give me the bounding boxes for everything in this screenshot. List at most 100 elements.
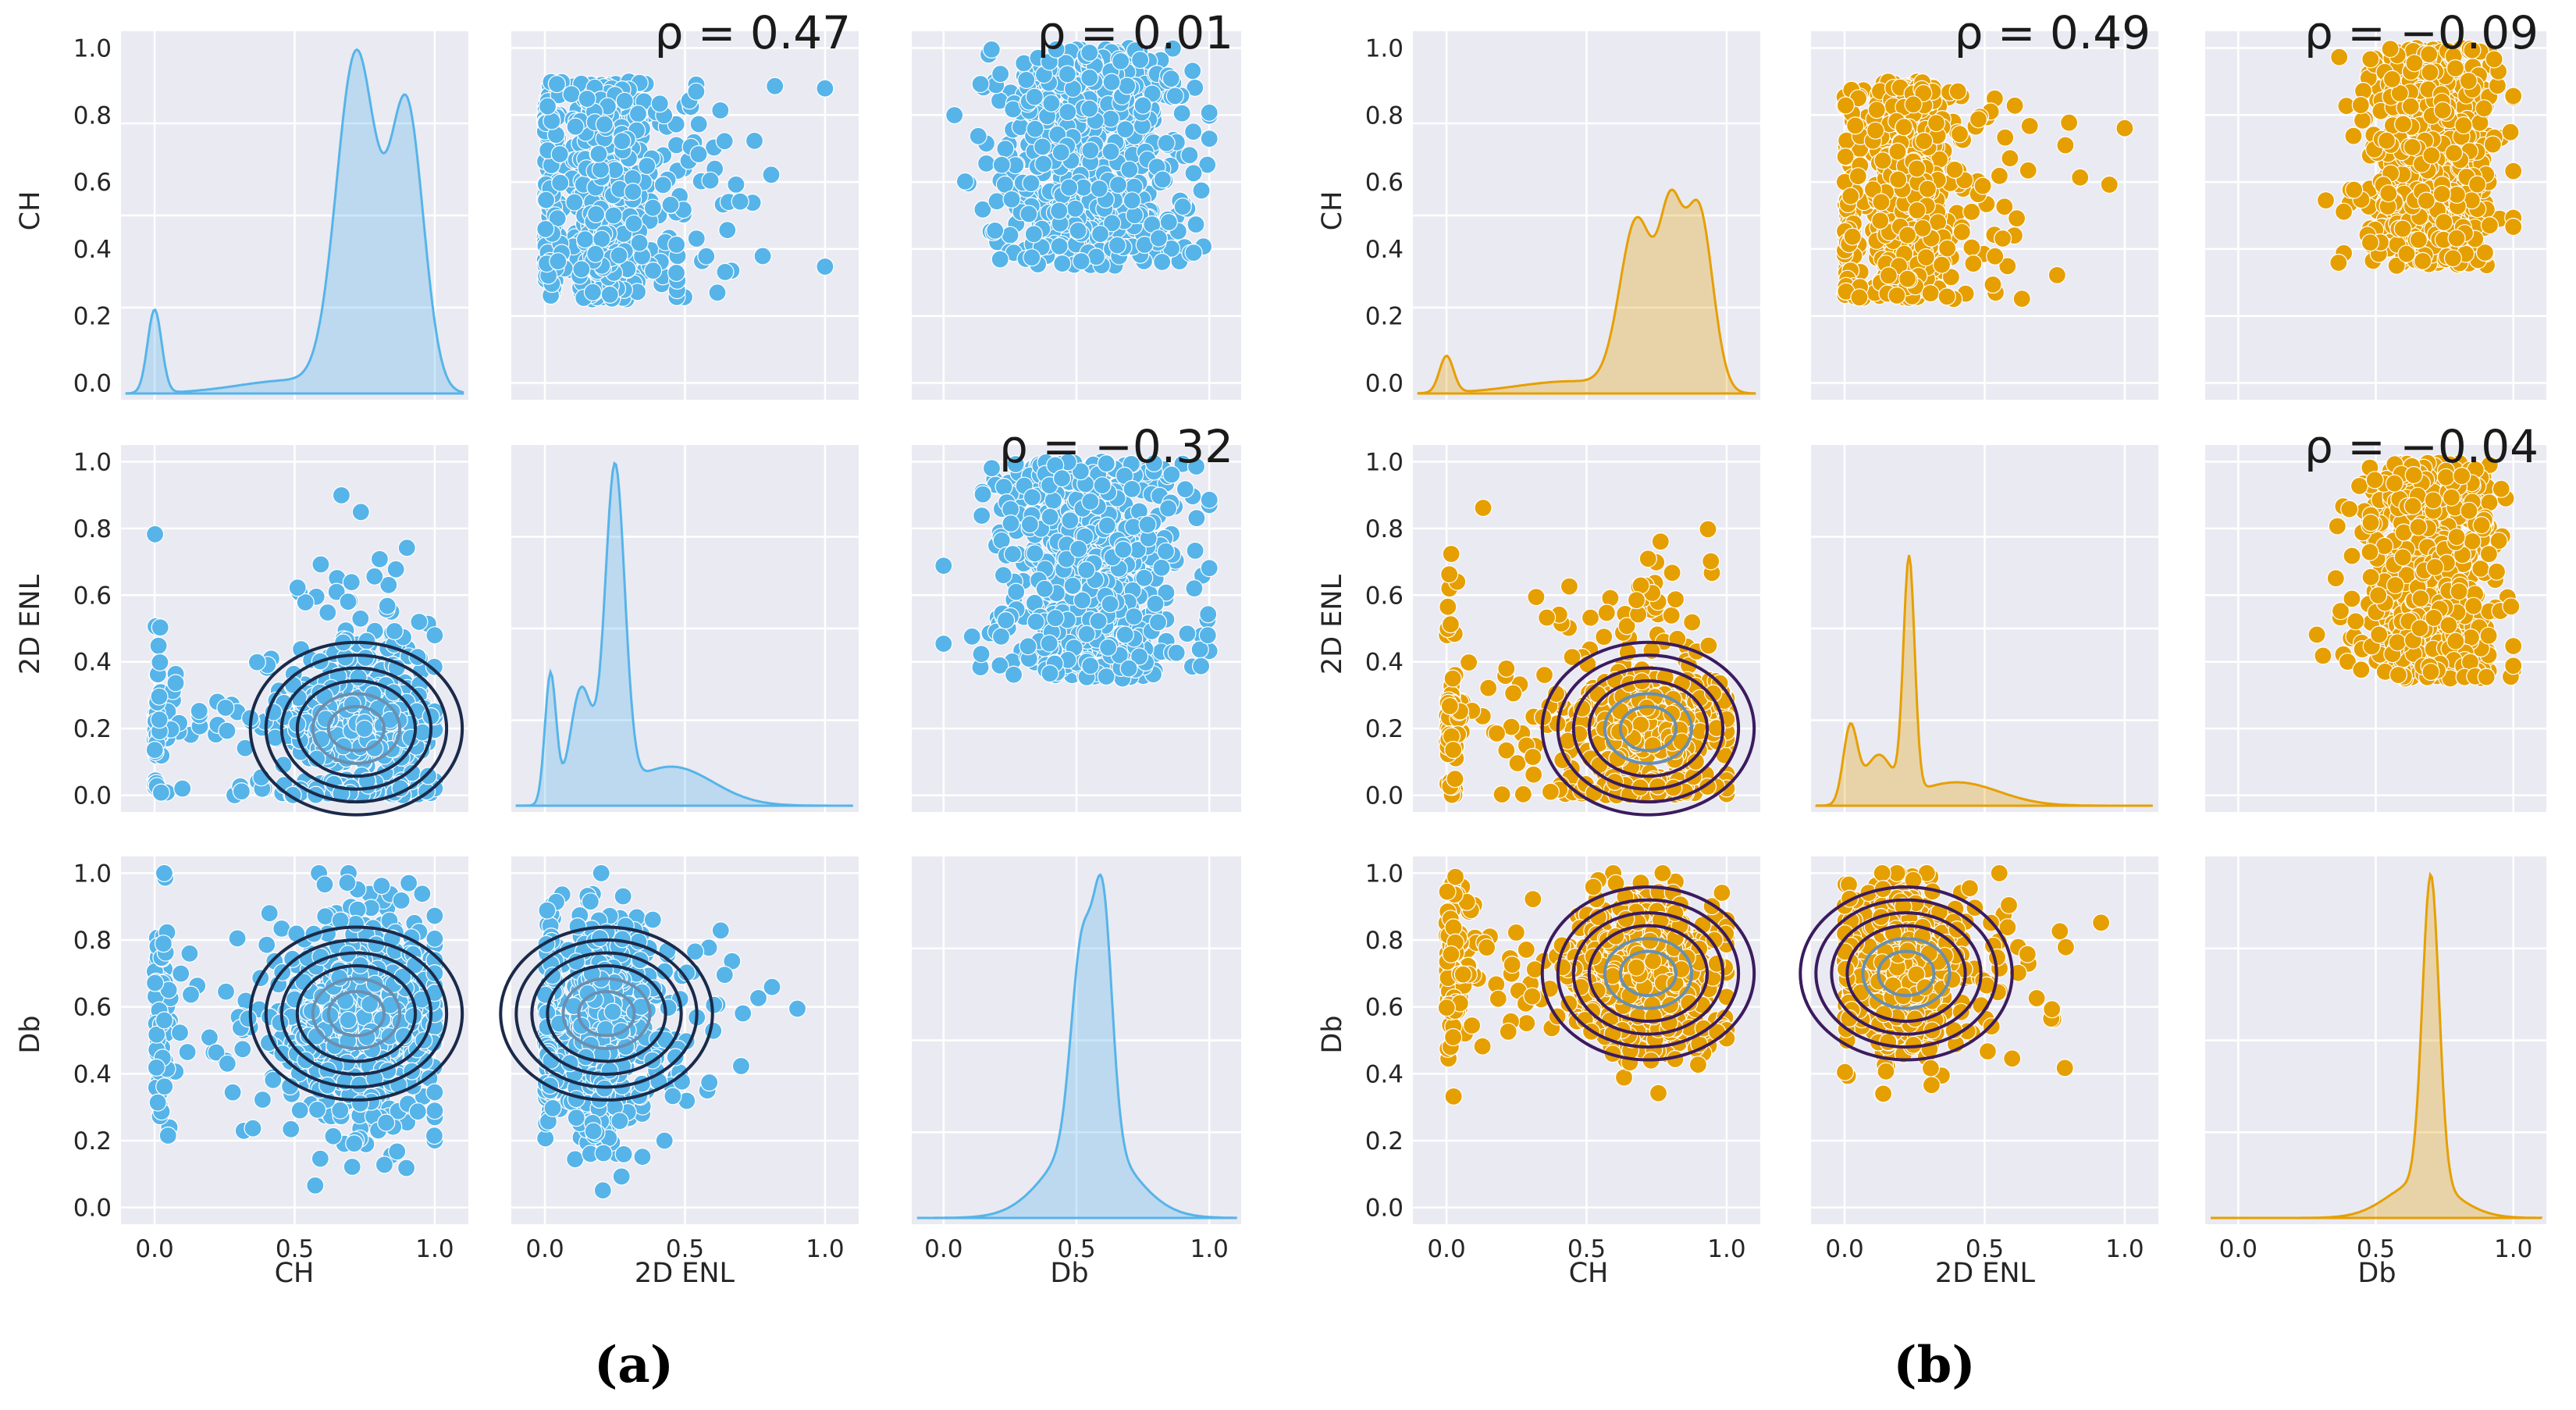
scatter-point: [1153, 170, 1172, 189]
scatter-point: [1180, 146, 1199, 165]
scatter-point: [233, 1040, 252, 1059]
scatter-point: [1198, 626, 1217, 645]
scatter-point: [1059, 178, 1079, 197]
scatter-point: [700, 1073, 719, 1092]
scatter-point: [260, 904, 279, 923]
scatter-point: [982, 40, 1001, 59]
scatter-point: [708, 283, 727, 302]
scatter-point: [418, 767, 438, 785]
scatter-point: [614, 887, 632, 906]
y-tick-label: 1.0: [1365, 34, 1404, 62]
scatter-point: [148, 1093, 167, 1112]
scatter-point: [1102, 73, 1121, 91]
scatter-point: [1200, 103, 1219, 122]
subplot-a-r0-c0: 0.00.20.40.60.81.0: [73, 31, 468, 400]
scatter-point: [425, 1127, 444, 1145]
kde-curve-a-0: [125, 48, 464, 395]
scatter-point: [1191, 657, 1211, 675]
subplot-a-r0-c2: ρ = 0.01: [912, 6, 1241, 400]
scatter-point: [613, 132, 632, 151]
scatter-point: [1149, 229, 1169, 247]
scatter-point: [1108, 176, 1128, 194]
scatter-point: [1123, 479, 1141, 499]
scatter-point: [575, 230, 595, 249]
x-tick-label: 0.0: [525, 1235, 564, 1263]
scatter-point: [2019, 161, 2037, 180]
scatter-point: [734, 1004, 753, 1023]
scatter-point: [653, 176, 673, 194]
scatter-point: [562, 85, 581, 104]
scatter-point: [538, 901, 557, 920]
scatter-point: [1158, 499, 1178, 518]
scatter-point: [173, 779, 192, 798]
scatter-point: [370, 550, 389, 568]
y-tick-label: 0.2: [1365, 303, 1404, 331]
scatter-point: [1035, 579, 1054, 598]
scatter-point: [610, 1112, 629, 1130]
scatter-point: [1199, 605, 1218, 624]
scatter-point: [1101, 595, 1119, 614]
scatter-point: [425, 1102, 444, 1120]
y-tick-label: 0.2: [73, 715, 112, 743]
scatter-point: [425, 1083, 444, 1102]
scatter-point: [1163, 39, 1183, 58]
scatter-point: [316, 907, 335, 926]
scatter-point: [600, 285, 619, 304]
scatter-point: [2005, 96, 2024, 115]
subplot-a-r0-c1: ρ = 0.47: [511, 6, 859, 400]
scatter-point: [2001, 149, 2019, 168]
scatter-point: [375, 1155, 393, 1174]
scatter-point: [816, 79, 834, 98]
scatter-point: [1051, 143, 1070, 162]
scatter-point: [1200, 558, 1219, 578]
scatter-point: [1077, 625, 1096, 643]
scatter-point: [1176, 479, 1195, 499]
scatter-point: [349, 668, 368, 687]
scatter-point: [610, 246, 628, 265]
scatter-point: [1066, 199, 1085, 218]
scatter-point: [1198, 155, 1217, 174]
scatter-point: [385, 621, 404, 641]
scatter-point: [816, 257, 834, 276]
scatter-point: [536, 190, 556, 209]
scatter-point: [410, 612, 429, 632]
y-tick-label: 1.0: [73, 34, 112, 62]
scatter-point: [1165, 87, 1184, 105]
scatter-point: [315, 875, 334, 894]
scatter-point: [2060, 113, 2079, 132]
scatter-point: [667, 115, 685, 134]
scatter-point: [180, 944, 199, 963]
scatter-point: [282, 1120, 301, 1138]
scatter-point: [1042, 94, 1061, 112]
scatter-point: [386, 560, 405, 579]
y-tick-label: 0.4: [73, 236, 112, 264]
scatter-point: [643, 262, 663, 280]
scatter-point: [1025, 87, 1044, 106]
scatter-point: [216, 982, 236, 1001]
correlation-label-a-1-2: ρ = −0.32: [999, 420, 1233, 473]
scatter-point: [1040, 634, 1059, 653]
scatter-point: [155, 1011, 174, 1030]
scatter-point: [147, 1058, 165, 1077]
scatter-point: [603, 1002, 622, 1021]
scatter-point: [339, 1010, 358, 1030]
x-tick-label: 0.0: [135, 1235, 173, 1263]
scatter-point: [589, 144, 608, 163]
scatter-point: [170, 1024, 190, 1042]
scatter-point: [727, 175, 745, 194]
scatter-point: [1119, 659, 1138, 678]
scatter-point: [1023, 488, 1042, 507]
scatter-point: [151, 783, 170, 802]
scatter-point: [1120, 160, 1139, 179]
scatter-point: [718, 221, 737, 240]
scatter-point: [551, 173, 570, 192]
scatter-point: [1063, 576, 1082, 595]
scatter-point: [1125, 607, 1144, 626]
scatter-point: [1994, 229, 2012, 248]
x-tick-label: 1.0: [415, 1235, 454, 1263]
scatter-point: [151, 618, 169, 637]
scatter-point: [1152, 558, 1171, 577]
correlation-label-a-0-1: ρ = 0.47: [655, 6, 851, 59]
scatter-point: [583, 283, 603, 301]
